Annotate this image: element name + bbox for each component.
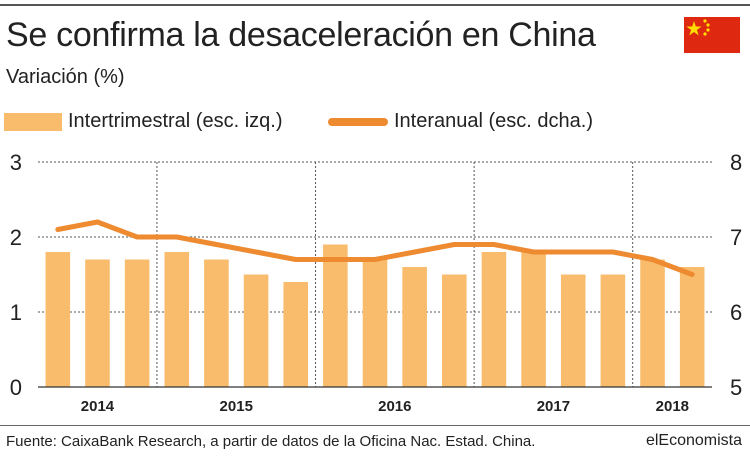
brand-logo: elEconomista [645, 432, 742, 449]
legend-label-line: Interanual (esc. dcha.) [394, 110, 593, 132]
bar [124, 259, 150, 387]
bar [283, 282, 308, 387]
bar [481, 252, 507, 387]
y-left-tick-label: 0 [10, 375, 22, 400]
y-left-tick-label: 2 [10, 225, 22, 250]
top-rule [0, 4, 750, 6]
bar [442, 274, 467, 387]
footer: Fuente: CaixaBank Research, a partir de … [0, 425, 750, 460]
y-left-tick-label: 1 [10, 300, 22, 325]
y-left-tick-label: 3 [10, 150, 22, 175]
bar [640, 259, 665, 387]
bar [560, 274, 586, 387]
bar [600, 274, 626, 387]
bar [85, 259, 110, 387]
legend-item-line: Interanual (esc. dcha.) [328, 110, 593, 133]
bar [362, 259, 388, 387]
y-right-tick-label: 6 [730, 300, 742, 325]
chart-plot: 0 1 2 3 5 6 7 8 2014 2015 2016 2017 2018 [10, 150, 743, 415]
legend: Intertrimestral (esc. izq.) Interanual (… [0, 110, 750, 140]
legend-bar-swatch [4, 112, 62, 131]
bar [402, 267, 427, 387]
source-note: Fuente: CaixaBank Research, a partir de … [6, 433, 536, 450]
bar [323, 244, 348, 387]
x-tick-label: 2018 [656, 398, 689, 415]
chart-title: Se confirma la desaceleración en China [6, 16, 596, 54]
bar [679, 267, 705, 387]
bar [204, 259, 229, 387]
legend-item-bars: Intertrimestral (esc. izq.) [4, 110, 282, 133]
legend-label-bars: Intertrimestral (esc. izq.) [68, 110, 283, 132]
legend-line-swatch [328, 117, 388, 126]
x-tick-label: 2014 [81, 398, 115, 415]
y-right-tick-label: 5 [730, 375, 742, 400]
footer-rule [0, 425, 750, 426]
chart-subtitle: Variación (%) [6, 66, 125, 88]
bar [521, 252, 546, 387]
y-right-tick-label: 8 [730, 150, 742, 175]
bar [243, 274, 269, 387]
bar [164, 252, 190, 387]
china-flag-icon [684, 17, 740, 53]
x-tick-label: 2017 [537, 398, 570, 415]
x-tick-label: 2015 [220, 398, 253, 415]
bar [45, 252, 71, 387]
y-right-tick-label: 7 [730, 225, 742, 250]
x-tick-label: 2016 [378, 398, 411, 415]
